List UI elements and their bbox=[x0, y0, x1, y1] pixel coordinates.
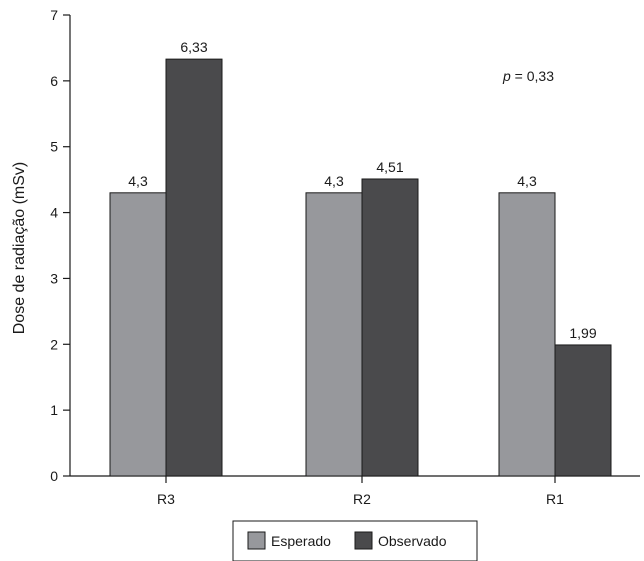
y-tick-label: 4 bbox=[50, 205, 58, 221]
p-value-annotation: p = 0,33 bbox=[502, 68, 554, 84]
bar-esperado-r2 bbox=[305, 192, 363, 477]
y-tick-label: 7 bbox=[50, 7, 58, 23]
data-labels: 4,3 6,33 4,3 4,51 4,3 1,99 bbox=[128, 39, 597, 341]
legend-label-esperado: Esperado bbox=[271, 533, 331, 549]
y-tick-label: 2 bbox=[50, 336, 58, 352]
data-label: 4,3 bbox=[324, 173, 344, 189]
p-symbol: p bbox=[502, 68, 511, 84]
x-tick-label: R2 bbox=[353, 491, 371, 507]
y-tick-label: 6 bbox=[50, 73, 58, 89]
y-tick-label: 5 bbox=[50, 139, 58, 155]
legend-swatch-observado bbox=[354, 531, 373, 550]
y-axis: 0 1 2 3 4 5 6 7 bbox=[50, 7, 71, 484]
y-axis-title: Dose de radiação (mSv) bbox=[11, 162, 28, 335]
data-label: 1,99 bbox=[569, 325, 596, 341]
y-tick-label: 1 bbox=[50, 402, 58, 418]
legend-swatch-esperado bbox=[247, 531, 266, 550]
bar-esperado-r1 bbox=[498, 192, 556, 477]
x-tick-label: R3 bbox=[157, 491, 175, 507]
y-tick-label: 3 bbox=[50, 270, 58, 286]
p-value-text: = 0,33 bbox=[511, 68, 554, 84]
data-label: 6,33 bbox=[180, 39, 207, 55]
x-tick-label: R1 bbox=[546, 491, 564, 507]
bar-observado-r3 bbox=[165, 58, 223, 477]
data-label: 4,3 bbox=[128, 173, 148, 189]
bar-observado-r1 bbox=[554, 344, 612, 477]
data-label: 4,3 bbox=[517, 173, 537, 189]
legend-label-observado: Observado bbox=[378, 533, 447, 549]
data-label: 4,51 bbox=[376, 159, 403, 175]
bars bbox=[109, 58, 612, 477]
x-axis: R3 R2 R1 bbox=[70, 475, 640, 507]
legend: Esperado Observado bbox=[232, 520, 478, 561]
bar-esperado-r3 bbox=[109, 192, 167, 477]
y-tick-label: 0 bbox=[50, 468, 58, 484]
bar-observado-r2 bbox=[361, 178, 419, 477]
